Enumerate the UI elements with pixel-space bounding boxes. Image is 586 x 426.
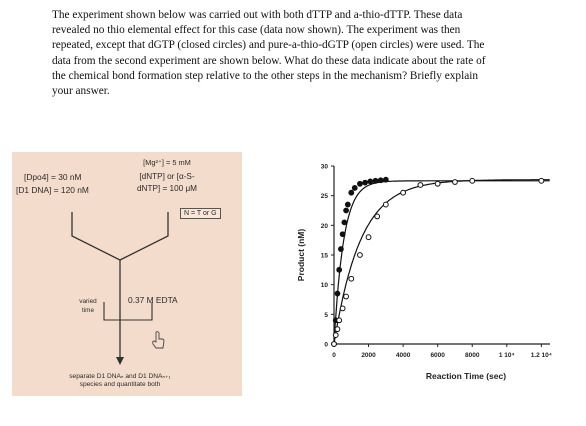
closed-circle-point	[382, 176, 389, 183]
closed-circle-point	[351, 185, 358, 191]
edta-label: 0.37 M EDTA	[128, 295, 178, 305]
question-line: your answer.	[52, 85, 110, 98]
kinetics-chart: 0 2000 4000 6000 8000 1 10⁴ 1.2 10⁴ 0 5 10 15 20 25 3…	[296, 164, 552, 382]
funnel-line	[119, 212, 169, 261]
x-tick-label: 6000	[430, 352, 445, 359]
x-tick-label: 4000	[396, 352, 411, 359]
open-circle-point	[538, 177, 545, 184]
question-line: data from the second experiment are show…	[52, 54, 486, 67]
open-series-fit-line	[333, 179, 550, 345]
y-tick-label: 0	[324, 342, 328, 349]
open-circle-point	[339, 305, 346, 312]
question-line: revealed no thio elemental effect for th…	[52, 24, 461, 37]
y-tick-label: 15	[321, 253, 329, 260]
mg-concentration: [Mg²⁺] = 5 mM	[143, 158, 191, 167]
separation-instructions-line1: separate D1 DNAₙ and D1 DNAₙ₊₁	[69, 373, 171, 380]
edta-bracket	[120, 302, 153, 321]
open-circle-point	[374, 213, 381, 220]
varied-time-bracket	[103, 302, 120, 321]
open-circle-point	[357, 252, 363, 258]
closed-series-fit-line	[333, 180, 550, 345]
closed-circle-point	[348, 189, 355, 196]
closed-circle-point	[357, 180, 363, 187]
open-circle-point	[334, 326, 341, 333]
closed-circle-point	[343, 207, 349, 214]
d1-dna-concentration: [D1 DNA] = 120 nM	[16, 185, 89, 195]
closed-circle-point	[338, 246, 344, 252]
open-circle-point	[332, 332, 339, 339]
question-line: the chemical bond formation step relativ…	[52, 69, 479, 82]
y-tick-label: 5	[324, 312, 328, 319]
hand-pointer-icon	[152, 331, 165, 349]
open-circle-point	[434, 180, 441, 187]
closed-circle-point	[372, 177, 379, 184]
closed-circle-point	[339, 231, 346, 238]
open-circle-point	[343, 293, 349, 300]
closed-circle-point	[362, 179, 369, 186]
open-circle-point	[469, 177, 476, 184]
closed-circle-point	[334, 290, 341, 297]
y-tick-label: 30	[321, 164, 329, 171]
x-axis-label: Reaction Time (sec)	[426, 371, 506, 381]
y-tick-label: 10	[321, 282, 329, 289]
open-circle-point	[331, 341, 337, 347]
x-tick-label: 1.2 10⁴	[531, 352, 552, 359]
kinetics-chart-panel: 0 2000 4000 6000 8000 1 10⁴ 1.2 10⁴ 0 5 10 15 20 25 3…	[268, 152, 566, 396]
x-tick-label: 0	[332, 352, 336, 359]
arrowhead	[116, 357, 124, 365]
y-tick-label: 20	[321, 223, 329, 230]
closed-circle-point	[367, 178, 374, 185]
open-circle-point	[417, 182, 424, 188]
x-tick-label: 8000	[465, 352, 480, 359]
open-circle-point	[382, 201, 389, 208]
closed-circle-point	[344, 201, 351, 208]
x-tick-label: 2000	[361, 352, 376, 359]
open-circle-point	[348, 275, 355, 282]
varied-label-line2: time	[81, 307, 95, 314]
open-circle-point	[452, 179, 458, 185]
dntp-concentration-line1: [dNTP] or [α-S-	[139, 172, 195, 181]
y-axis-label: Product (nM)	[296, 229, 306, 282]
diagram-lines	[71, 212, 169, 365]
n-equals-tag: N = T or G	[180, 208, 221, 219]
dntp-concentration-line2: dNTP] = 100 μM	[136, 184, 197, 193]
open-circle-point	[336, 317, 343, 324]
closed-circle-point	[377, 177, 384, 184]
experiment-diagram: [Dpo4] = 30 nM [D1 DNA] = 120 nM [Mg²⁺] …	[12, 152, 242, 396]
y-tick-label: 25	[321, 193, 329, 200]
x-tick-label: 1 10⁴	[499, 352, 515, 359]
dpo4-concentration: [Dpo4] = 30 nM	[24, 172, 82, 182]
funnel-line	[71, 212, 121, 302]
open-circle-point	[400, 189, 407, 196]
closed-circle-point	[341, 219, 348, 226]
open-circle-point	[365, 234, 372, 241]
question-line: repeated, except that dGTP (closed circl…	[52, 39, 485, 52]
separation-instructions-line2: species and quantitate both	[79, 381, 161, 388]
closed-circle-point	[336, 266, 343, 273]
question-line: The experiment shown below was carried o…	[52, 9, 463, 21]
varied-label-line1: varied	[79, 298, 97, 305]
question-text: The experiment shown below was carried o…	[52, 8, 552, 99]
